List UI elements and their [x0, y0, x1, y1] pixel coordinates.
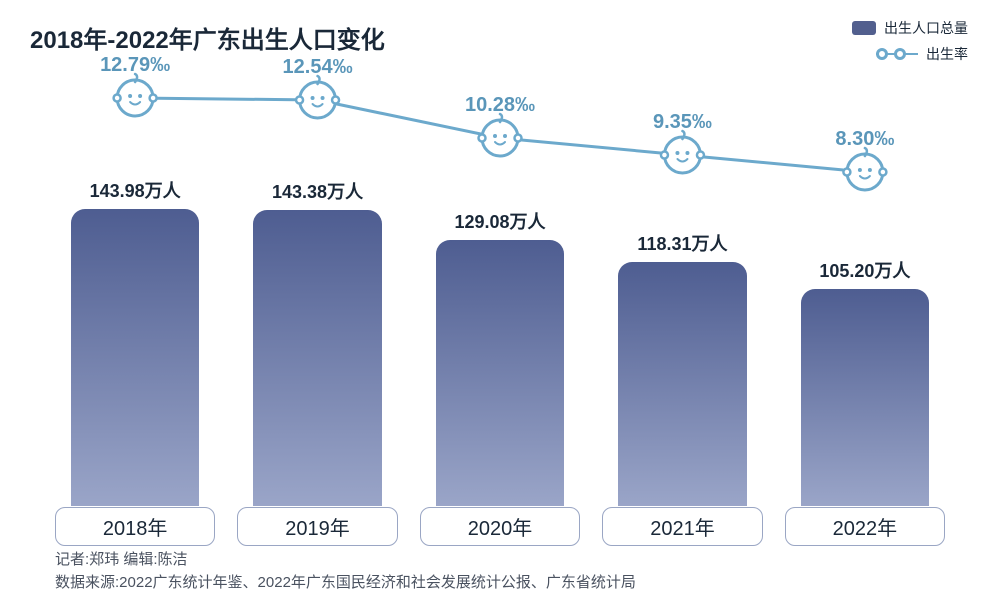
bar-unit: 143.98万人: [55, 177, 215, 506]
bar-value-label: 105.20万人: [819, 257, 910, 283]
rate-value-label: 9.35‰: [653, 111, 712, 134]
rate-value-label: 10.28‰: [465, 94, 535, 117]
bar: [71, 209, 199, 506]
bar-unit: 105.20万人: [785, 257, 945, 506]
bar-value-label: 143.98万人: [90, 177, 181, 203]
chart-title: 2018年-2022年广东出生人口变化: [30, 20, 970, 55]
bar-value-label: 143.38万人: [272, 178, 363, 204]
bar: [436, 240, 564, 506]
year-label: 2021年: [602, 507, 762, 546]
rate-value-label: 12.54‰: [283, 56, 353, 79]
rate-value-label: 8.30‰: [835, 128, 894, 151]
year-label: 2022年: [785, 507, 945, 546]
bar-value-label: 118.31万人: [637, 230, 727, 256]
bar-unit: 143.38万人: [237, 178, 397, 506]
legend-line-swatch: [876, 47, 918, 61]
bar-unit: 118.31万人: [602, 230, 762, 506]
year-label: 2018年: [55, 507, 215, 546]
year-label: 2019年: [237, 507, 397, 546]
chart-area: 143.98万人 143.38万人 129.08万人 118.31万人 105.20万人…: [55, 60, 945, 506]
rate-value-label: 12.79‰: [100, 54, 170, 77]
year-label: 2020年: [420, 507, 580, 546]
legend-bar-label: 出生人口总量: [884, 18, 968, 38]
bar-unit: 129.08万人: [420, 208, 580, 506]
legend-bar-swatch: [852, 21, 876, 35]
legend-item-bar: 出生人口总量: [852, 18, 968, 38]
bar: [253, 210, 381, 506]
footer-credits: 记者:郑玮 编辑:陈洁: [55, 549, 636, 572]
bar: [801, 289, 929, 506]
chart-footer: 记者:郑玮 编辑:陈洁 数据来源:2022广东统计年鉴、2022年广东国民经济和…: [55, 549, 636, 594]
bar: [618, 262, 746, 506]
footer-source: 数据来源:2022广东统计年鉴、2022年广东国民经济和社会发展统计公报、广东省…: [55, 572, 636, 595]
x-axis-labels: 2018年 2019年 2020年 2021年 2022年: [55, 507, 945, 546]
bar-value-label: 129.08万人: [454, 208, 545, 234]
